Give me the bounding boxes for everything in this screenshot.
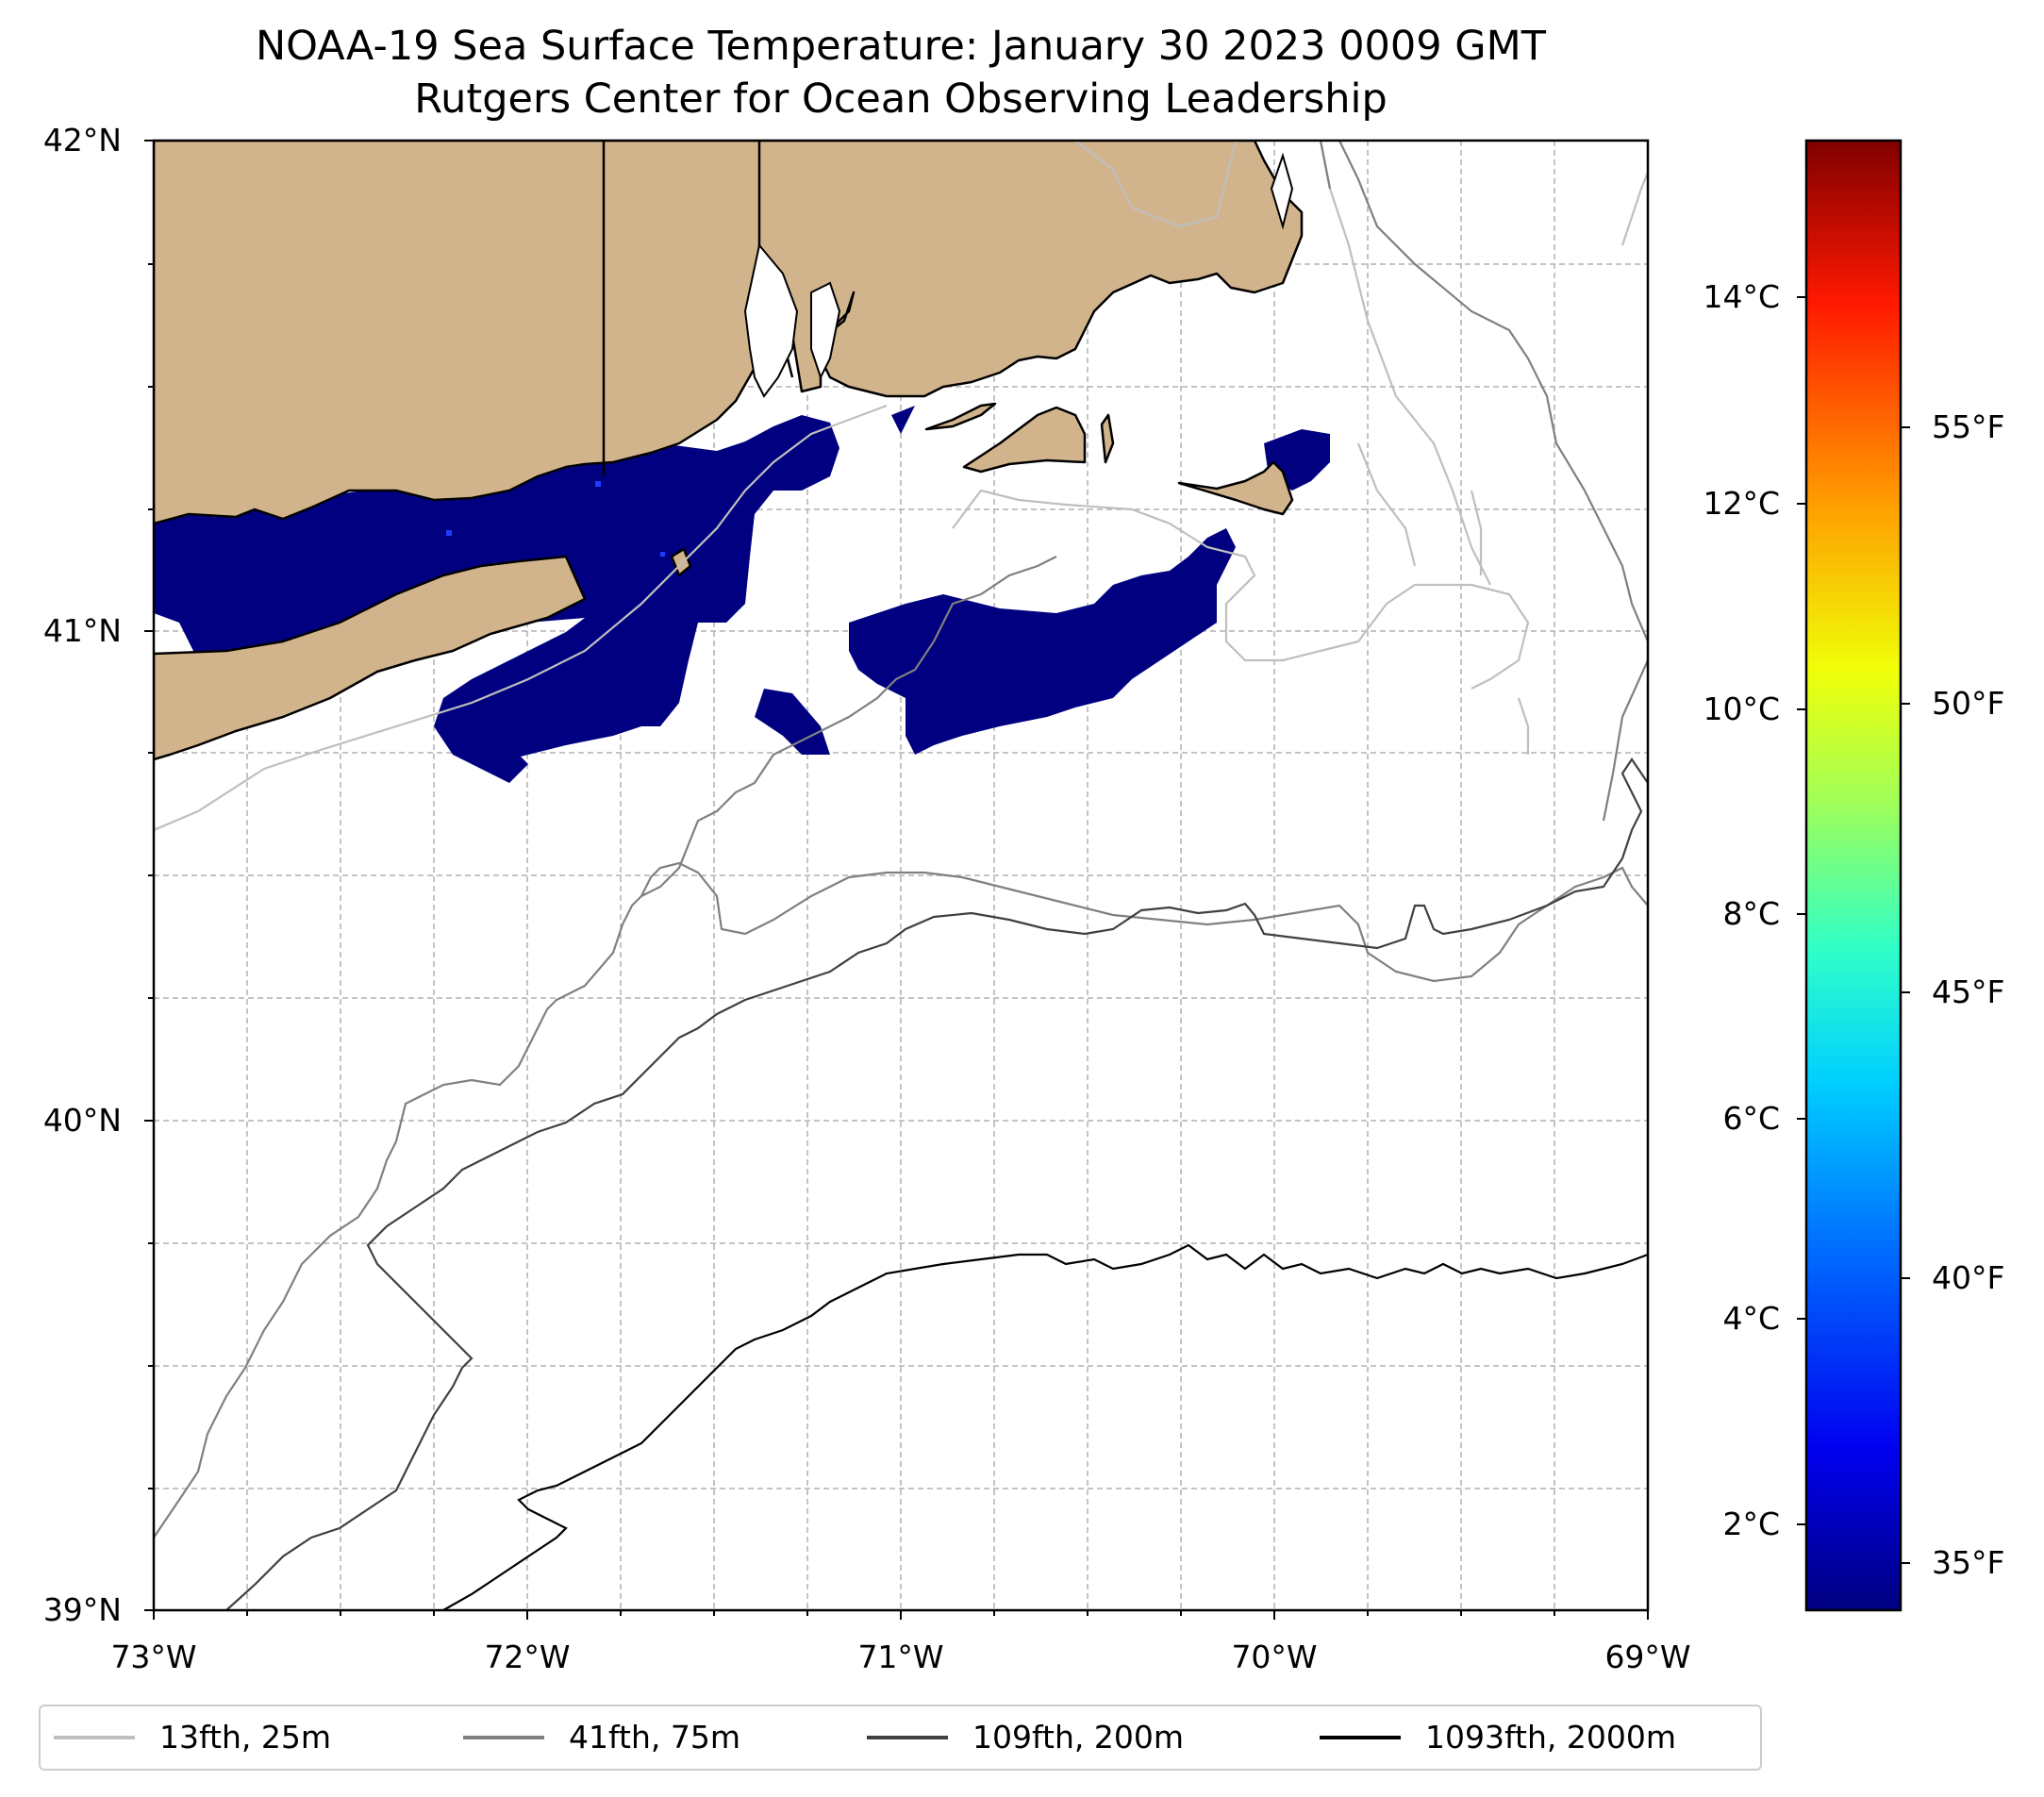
legend-label-200m: 109fth, 200m <box>972 1719 1184 1755</box>
legend-item-25m: 13fth, 25m <box>54 1706 331 1769</box>
legend-item-200m: 109fth, 200m <box>867 1706 1184 1769</box>
map-gridlines <box>154 141 1648 1610</box>
colorbar-label-35f: 35°F <box>1932 1544 2005 1581</box>
colorbar-label-50f: 50°F <box>1932 685 2005 722</box>
legend-swatch-25m <box>54 1736 135 1739</box>
colorbar <box>1804 139 1903 1612</box>
colorbar-label-12c: 12°C <box>1703 485 1780 522</box>
colorbar-label-10c: 10°C <box>1703 691 1780 727</box>
bay-water <box>743 152 1294 398</box>
colorbar-label-4c: 4°C <box>1722 1300 1780 1337</box>
colorbar-label-40f: 40°F <box>1932 1259 2005 1296</box>
lat-label-40: 40°N <box>42 1102 122 1139</box>
land <box>154 141 1304 761</box>
isobath-legend: 13fth, 25m 41fth, 75m 109fth, 200m 1093f… <box>39 1705 1762 1771</box>
lat-label-42: 42°N <box>42 122 122 158</box>
colorbar-label-55f: 55°F <box>1932 408 2005 445</box>
lon-label-73: 73°W <box>110 1639 197 1675</box>
legend-item-2000m: 1093fth, 2000m <box>1320 1706 1676 1769</box>
colorbar-label-45f: 45°F <box>1932 973 2005 1010</box>
lon-label-69: 69°W <box>1604 1639 1691 1675</box>
legend-label-75m: 41fth, 75m <box>569 1719 740 1755</box>
isobath-200m <box>225 757 1648 1610</box>
lat-label-39: 39°N <box>42 1591 122 1628</box>
legend-swatch-2000m <box>1320 1736 1401 1739</box>
legend-label-2000m: 1093fth, 2000m <box>1425 1719 1676 1755</box>
legend-item-75m: 41fth, 75m <box>463 1706 740 1769</box>
colorbar-label-8c: 8°C <box>1722 895 1780 932</box>
colorbar-label-14c: 14°C <box>1703 278 1780 315</box>
map-subtitle: Rutgers Center for Ocean Observing Leade… <box>414 75 1388 123</box>
lat-label-41: 41°N <box>42 612 122 649</box>
legend-label-25m: 13fth, 25m <box>159 1719 331 1755</box>
colorbar-label-2c: 2°C <box>1722 1506 1780 1542</box>
isobath-2000m <box>442 1243 1648 1610</box>
map-title: NOAA-19 Sea Surface Temperature: January… <box>256 23 1546 70</box>
isobath-25m <box>154 141 1648 832</box>
lon-label-72: 72°W <box>484 1639 571 1675</box>
colorbar-ticks <box>1797 296 1910 1564</box>
lon-label-71: 71°W <box>857 1639 944 1675</box>
isobath-75m <box>154 141 1648 1539</box>
lon-label-70: 70°W <box>1231 1639 1318 1675</box>
legend-swatch-75m <box>463 1736 544 1739</box>
colorbar-label-6c: 6°C <box>1722 1100 1780 1137</box>
map-ticks <box>144 140 1649 1620</box>
legend-swatch-200m <box>867 1736 948 1739</box>
